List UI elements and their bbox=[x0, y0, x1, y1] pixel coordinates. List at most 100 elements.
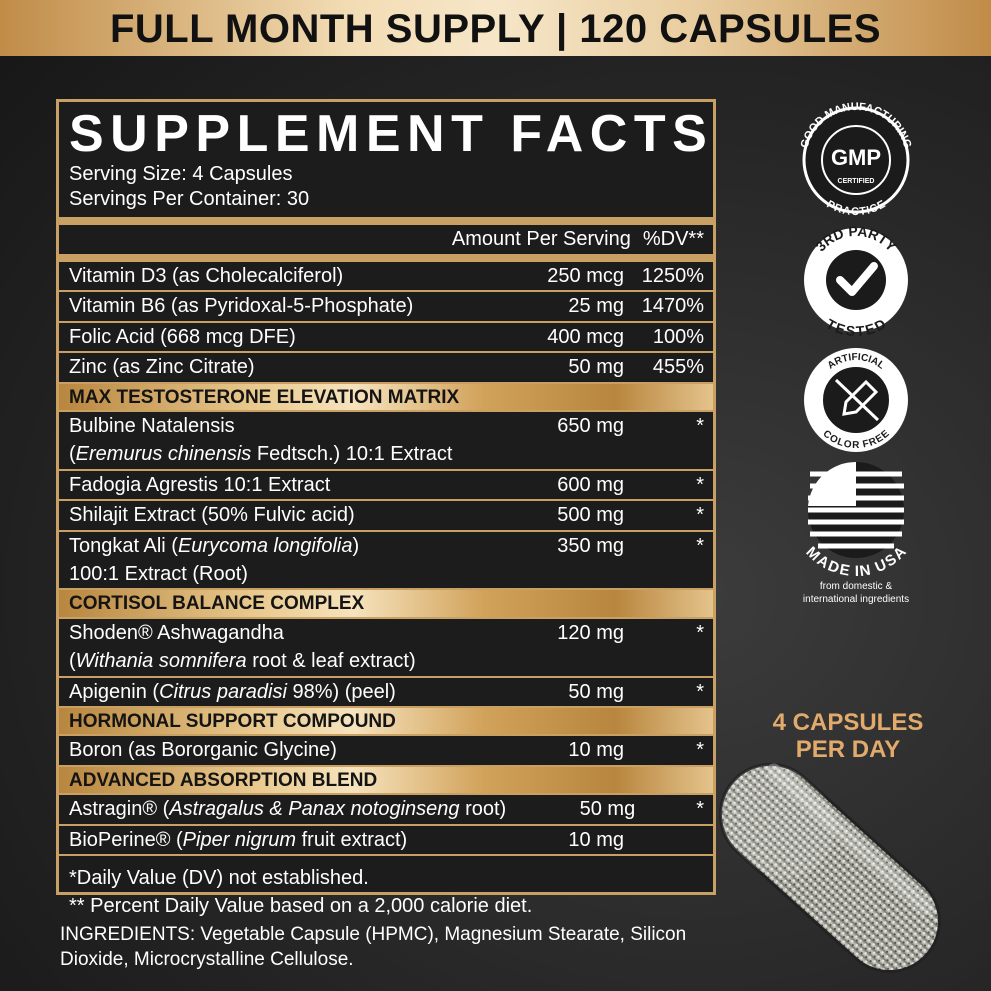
name-text: Folic Acid (668 mcg DFE) bbox=[69, 325, 296, 348]
color-free-badge: ARTIFICIAL COLOR FREE bbox=[804, 348, 908, 452]
nutrient-name: Shilajit Extract (50% Fulvic acid) bbox=[69, 501, 474, 529]
name-text: 98%) (peel) bbox=[286, 680, 396, 703]
capsule bbox=[719, 762, 941, 974]
amount-header: Amount Per Serving bbox=[451, 228, 631, 250]
name-text: Eurycoma longifolia bbox=[177, 534, 353, 557]
amount: 500 mg bbox=[557, 504, 624, 527]
nutrient-name: BioPerine® (Piper nigrum fruit extract) bbox=[69, 826, 474, 854]
name-text: Boron (as Bororganic Glycine) bbox=[69, 739, 337, 762]
nutrient-name: Apigenin (Citrus paradisi 98%) (peel) bbox=[69, 678, 474, 706]
gmp-bottom-text: PRACTICE bbox=[824, 199, 887, 219]
name-text: ) bbox=[352, 534, 360, 557]
usa-note: from domestic & bbox=[820, 581, 893, 592]
footnote: *Daily Value (DV) not established. bbox=[69, 867, 369, 890]
name-line: (Withania somnifera root & leaf extract) bbox=[69, 647, 474, 675]
name-line: Shoden® Ashwagandha bbox=[69, 619, 474, 647]
usa-badge: MADE IN USA from domestic & internationa… bbox=[802, 461, 910, 605]
dosage: 4 CAPSULES bbox=[773, 709, 924, 736]
amount: 50 mg bbox=[568, 356, 624, 379]
usa-note: international ingredients bbox=[803, 594, 909, 605]
nutrient-row: Astragin® (Astragalus & Panax notoginsen… bbox=[59, 795, 713, 826]
nutrient-row: Apigenin (Citrus paradisi 98%) (peel) 50 … bbox=[59, 678, 713, 709]
name-text: Eremurus chinensis bbox=[75, 443, 252, 466]
nutrient-name: Shoden® Ashwagandha (Withania somnifera r… bbox=[69, 619, 474, 676]
footnote: ** Percent Daily Value based on a 2,000 … bbox=[69, 895, 533, 918]
name-text: Shoden® Ashwagandha bbox=[69, 621, 284, 644]
dv-header: %DV** bbox=[642, 228, 704, 250]
nutrient-row: Folic Acid (668 mcg DFE) 400 mcg 100% bbox=[59, 323, 713, 354]
name-text: ( bbox=[69, 650, 76, 673]
daily-value: * bbox=[696, 473, 704, 496]
name-text: root & leaf extract) bbox=[246, 650, 416, 673]
name-line: Fadogia Agrestis 10:1 Extract bbox=[69, 471, 474, 499]
daily-value: * bbox=[696, 534, 704, 557]
name-line: (Eremurus chinensis Fedtsch.) 10:1 Extra… bbox=[69, 440, 474, 468]
nutrient-row: Bulbine Natalensis (Eremurus chinensis Fe… bbox=[59, 412, 713, 471]
daily-value: * bbox=[696, 415, 704, 438]
name-text: Bulbine Natalensis bbox=[69, 415, 235, 438]
amount: 250 mcg bbox=[547, 265, 624, 287]
nutrient-row: BioPerine® (Piper nigrum fruit extract) 1… bbox=[59, 826, 713, 857]
gmp-badge: GOOD MANUFACTURING PRACTICE GMP CERTIFIE… bbox=[799, 101, 914, 218]
name-line: Vitamin B6 (as Pyridoxal-5-Phosphate) bbox=[69, 292, 474, 320]
nutrient-row: Boron (as Bororganic Glycine) 10 mg * bbox=[59, 736, 713, 767]
name-text: Tongkat Ali ( bbox=[69, 534, 178, 557]
section-header: ADVANCED ABSORPTION BLEND bbox=[59, 766, 713, 796]
banner: FULL MONTH SUPPLY | 120 CAPSULES bbox=[0, 0, 991, 56]
name-line: Boron (as Bororganic Glycine) bbox=[69, 736, 474, 764]
name-line: Folic Acid (668 mcg DFE) bbox=[69, 323, 474, 351]
serving-size: Serving Size: 4 Capsules bbox=[69, 163, 293, 185]
footnotes: *Daily Value (DV) not established. ** Per… bbox=[59, 864, 713, 920]
name-line: Tongkat Ali (Eurycoma longifolia) bbox=[69, 532, 474, 560]
section-header: HORMONAL SUPPORT COMPOUND bbox=[59, 708, 713, 737]
name-text: Shilajit Extract (50% Fulvic acid) bbox=[69, 504, 355, 527]
nutrient-row: Shilajit Extract (50% Fulvic acid) 500 mg… bbox=[59, 501, 713, 532]
amount: 10 mg bbox=[568, 828, 624, 851]
daily-value: 1470% bbox=[641, 295, 704, 318]
daily-value: 1250% bbox=[641, 265, 704, 287]
nutrient-row: Fadogia Agrestis 10:1 Extract 600 mg * bbox=[59, 471, 713, 502]
amount: 50 mg bbox=[579, 798, 636, 821]
name-text: Vitamin D3 (as Cholecalciferol) bbox=[69, 265, 344, 287]
amount: 400 mcg bbox=[547, 325, 624, 348]
nutrient-name: Zinc (as Zinc Citrate) bbox=[69, 353, 474, 381]
tested-bottom: TESTED bbox=[823, 316, 888, 340]
name-text: 100:1 Extract (Root) bbox=[69, 563, 248, 586]
name-line: Shilajit Extract (50% Fulvic acid) bbox=[69, 501, 474, 529]
name-text: Astragin® ( bbox=[69, 798, 170, 821]
amount: 120 mg bbox=[557, 621, 624, 644]
name-text: Fadogia Agrestis 10:1 Extract bbox=[69, 473, 331, 496]
daily-value: * bbox=[696, 798, 704, 821]
name-line: Bulbine Natalensis bbox=[69, 412, 474, 440]
section-header: CORTISOL BALANCE COMPLEX bbox=[59, 590, 713, 619]
gmp-bottom: PRACTICE bbox=[824, 199, 887, 219]
name-text: Astragalus & Panax notoginseng bbox=[169, 798, 460, 821]
daily-value: * bbox=[696, 504, 704, 527]
gmp-center: GMP bbox=[831, 145, 881, 170]
name-line: BioPerine® (Piper nigrum fruit extract) bbox=[69, 826, 474, 854]
nutrient-name: Vitamin D3 (as Cholecalciferol) bbox=[69, 262, 474, 290]
name-line: 100:1 Extract (Root) bbox=[69, 560, 474, 588]
nutrient-row: Vitamin B6 (as Pyridoxal-5-Phosphate) 25 … bbox=[59, 292, 713, 323]
amount: 10 mg bbox=[568, 739, 624, 762]
section-header: MAX TESTOSTERONE ELEVATION MATRIX bbox=[59, 383, 713, 413]
nutrient-name: Tongkat Ali (Eurycoma longifolia) 100:1 E… bbox=[69, 532, 474, 589]
nutrient-row: Tongkat Ali (Eurycoma longifolia) 100:1 E… bbox=[59, 532, 713, 591]
tested-badge: 3RD PARTY TESTED bbox=[804, 223, 908, 340]
name-text: Piper nigrum bbox=[182, 828, 297, 851]
nutrient-name: Vitamin B6 (as Pyridoxal-5-Phosphate) bbox=[69, 292, 474, 320]
name-text: Citrus paradisi bbox=[159, 680, 287, 703]
amount: 25 mg bbox=[568, 295, 624, 318]
divider bbox=[59, 217, 713, 225]
name-text: Vitamin B6 (as Pyridoxal-5-Phosphate) bbox=[69, 295, 414, 318]
name-text: Fedtsch.) 10:1 Extract bbox=[251, 443, 453, 466]
nutrient-row: Vitamin D3 (as Cholecalciferol) 250 mcg 12… bbox=[59, 262, 713, 293]
name-text: root) bbox=[459, 798, 507, 821]
daily-value: * bbox=[696, 680, 704, 703]
ingredients: INGREDIENTS: Vegetable Capsule (HPMC), M… bbox=[60, 924, 687, 970]
amount: 600 mg bbox=[557, 473, 624, 496]
name-line: Astragin® (Astragalus & Panax notoginsen… bbox=[69, 795, 506, 823]
amount: 350 mg bbox=[557, 534, 624, 557]
nutrient-name: Bulbine Natalensis (Eremurus chinensis Fe… bbox=[69, 412, 474, 469]
nutrient-name: Folic Acid (668 mcg DFE) bbox=[69, 323, 474, 351]
